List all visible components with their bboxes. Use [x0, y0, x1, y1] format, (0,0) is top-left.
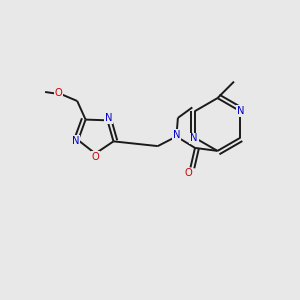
Text: N: N [105, 113, 112, 123]
Text: N: N [237, 106, 245, 116]
Text: O: O [55, 88, 62, 98]
Text: O: O [184, 168, 192, 178]
Text: O: O [92, 152, 99, 162]
Text: N: N [173, 130, 180, 140]
Text: N: N [72, 136, 80, 146]
Text: N: N [190, 133, 198, 143]
